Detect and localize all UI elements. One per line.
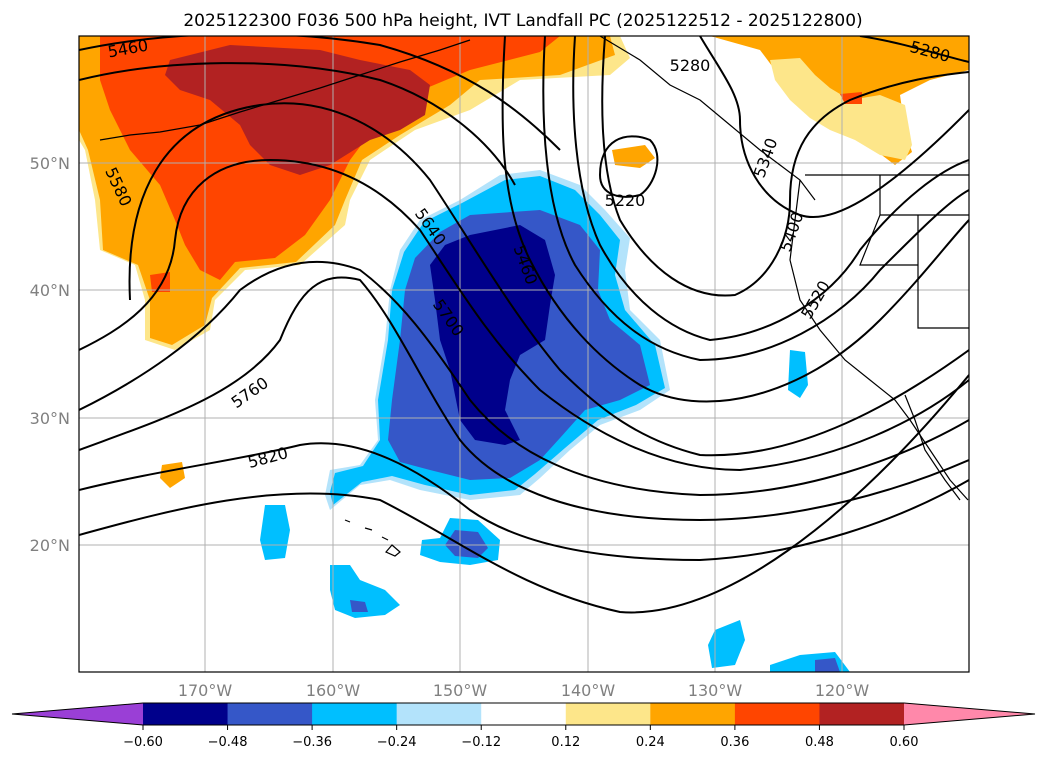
colorbar-tick-label: 0.36 <box>720 735 749 750</box>
contour-label: 5220 <box>605 191 646 210</box>
coastlines <box>99 36 969 557</box>
lat-label: 50°N <box>30 154 70 173</box>
shade-cyan-south <box>330 565 400 618</box>
contour-5220-closed <box>598 135 659 198</box>
shade-mid-blue-south <box>350 600 368 612</box>
shade-cyan-coast <box>788 350 808 398</box>
colorbar-segment <box>143 703 229 725</box>
contour-5280-inner <box>601 36 969 297</box>
colorbar-segment <box>650 703 736 725</box>
longitude-labels: 170°W 160°W 150°W 140°W 130°W 120°W <box>178 681 870 700</box>
colorbar-tick-label: −0.48 <box>208 735 248 750</box>
contour-5280-top <box>859 36 969 63</box>
shade-cyan-se1 <box>708 620 745 668</box>
lon-label: 160°W <box>306 681 361 700</box>
colorbar-tick-label: −0.12 <box>461 735 501 750</box>
colorbar-segment <box>227 703 313 725</box>
shade-mid-blue-se <box>815 658 840 672</box>
colorbar-tick-label: −0.36 <box>292 735 332 750</box>
colorbar-tick-label: 0.48 <box>805 735 834 750</box>
colorbar-segment <box>312 703 398 725</box>
baja-coast <box>904 394 961 501</box>
contour-5760 <box>79 276 969 522</box>
contour-5460-north <box>79 36 561 151</box>
colorbar-extension-high <box>904 703 1035 725</box>
lat-label: 20°N <box>30 536 70 555</box>
lon-label: 140°W <box>561 681 616 700</box>
colorbar-segment <box>565 703 651 725</box>
contour-5460-trough <box>501 36 969 403</box>
colorbar: −0.60 −0.48 −0.36 −0.24 −0.12 0.12 0.24 0.36 0.4… <box>11 702 1036 750</box>
colorbar-tick-label: 0.60 <box>890 735 919 750</box>
contour-5700 <box>79 260 969 497</box>
colorbar-tick-label: −0.24 <box>377 735 417 750</box>
contour-5400 <box>542 36 969 362</box>
positive-shading <box>79 36 969 488</box>
gridlines <box>79 36 969 672</box>
colorbar-segment <box>396 703 482 725</box>
latitude-labels: 50°N 40°N 30°N 20°N <box>30 154 70 555</box>
lon-label: 170°W <box>178 681 233 700</box>
colorbar-tick-label: −0.60 <box>123 735 163 750</box>
contour-5280-ne <box>699 36 969 219</box>
shade-orange-ne <box>770 58 912 160</box>
colorbar-segment <box>734 703 820 725</box>
contour-5640 <box>79 158 969 472</box>
colorbar-tick-label: 0.24 <box>636 735 665 750</box>
contour-5580 <box>128 102 969 457</box>
aleutian-coast <box>99 39 471 141</box>
colorbar-tick-label: 0.12 <box>551 735 580 750</box>
lat-label: 30°N <box>30 409 70 428</box>
contour-5520-north <box>79 62 516 186</box>
hawaii-islands <box>344 519 401 557</box>
contour-5820 <box>79 442 969 562</box>
lon-label: 150°W <box>433 681 488 700</box>
contour-5340 <box>572 36 969 342</box>
shade-dark-red-west <box>165 45 430 175</box>
map-title: 2025122300 F036 500 hPa height, IVT Land… <box>183 11 862 31</box>
lon-label: 120°W <box>815 681 870 700</box>
colorbar-segment <box>481 703 567 725</box>
shade-cyan-west-islands <box>260 505 290 560</box>
contour-label: 5280 <box>670 56 711 75</box>
alaska-coast <box>599 36 816 201</box>
map-frame <box>78 35 970 673</box>
colorbar-segment <box>819 703 905 725</box>
shade-orange-red-east <box>840 92 862 104</box>
west-coast <box>789 179 969 501</box>
lat-label: 40°N <box>30 281 70 300</box>
height-contours <box>79 36 969 614</box>
shade-mid-blue-hawaii <box>445 530 488 558</box>
colorbar-extension-low <box>12 703 143 725</box>
lon-label: 130°W <box>688 681 743 700</box>
contour-5880 <box>79 374 969 614</box>
map-area: 5460 5580 5640 5460 5700 5760 5820 5280 … <box>79 36 969 672</box>
shade-orange-small <box>612 145 655 168</box>
